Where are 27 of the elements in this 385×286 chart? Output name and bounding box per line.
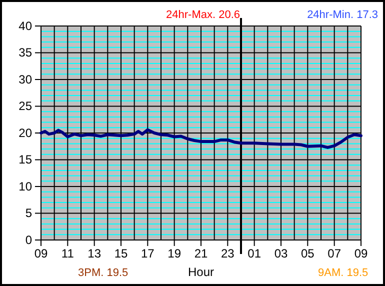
x-tick-label: 13 [88,246,102,261]
x-tick-label: 01 [248,246,262,261]
x-tick-label: 07 [328,246,342,261]
text: 24hr-Max. 20.6 [166,9,240,21]
text: 24hr-Min. 17.3 [307,9,378,21]
y-tick-label: 10 [18,179,32,194]
y-tick-label: 40 [18,18,32,33]
y-tick-label: 25 [18,99,32,114]
x-tick-label: 15 [114,246,128,261]
x-tick-label: 21 [194,246,208,261]
x-tick-label: 05 [300,246,315,261]
y-tick-label: 20 [18,126,32,140]
x-tick-label: 23 [220,246,235,261]
x-tick-label: 17 [140,246,155,261]
text: 9AM. 19.5 [318,267,368,279]
y-tick-label: 5 [25,206,32,220]
y-tick-label: 30 [18,72,32,86]
x-tick-label: 11 [61,246,74,261]
y-tick-label: 15 [18,152,32,167]
y-tick-label: 35 [18,46,32,60]
x-tick-label: 03 [274,246,288,261]
x-tick-label: 09 [354,246,368,261]
y-tick-label: 0 [25,232,32,247]
x-tick-label: 09 [34,246,48,261]
x-tick-label: 19 [168,246,182,261]
text: 3PM. 19.5 [78,267,128,279]
x-axis-title: Hour [188,265,214,279]
